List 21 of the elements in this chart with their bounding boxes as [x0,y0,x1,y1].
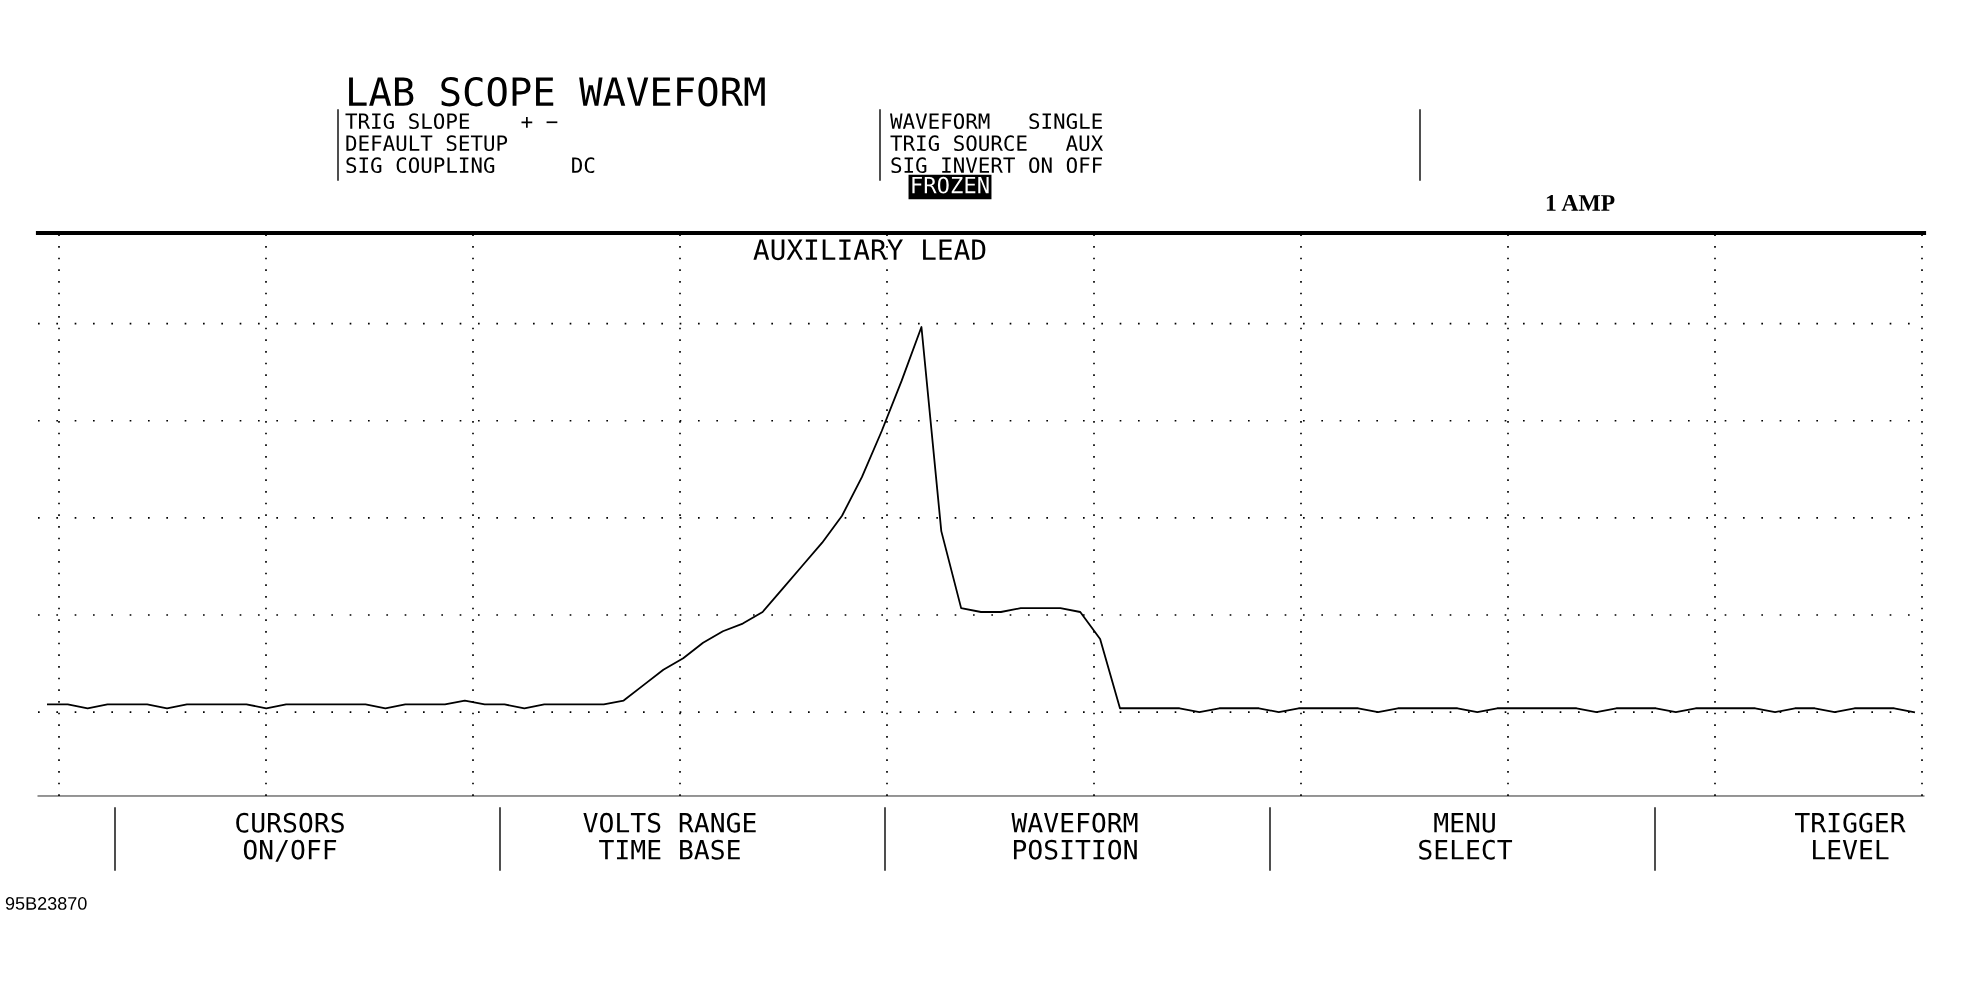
text: LEVEL [1813,840,1889,860]
text: POSITION [1013,839,1137,860]
text: TRIG SLOPE + − [345,113,558,130]
text: TRIGGER [1795,812,1906,833]
text: TRIG SOURCE AUX [890,135,1104,152]
text: SELECT [1419,839,1513,860]
text: AUXILIARY LEAD [753,239,986,261]
text: WAVEFORM SINGLE [890,113,1102,130]
text: TIME BASE [599,839,740,860]
text: 1 AMP [1546,195,1615,211]
text: SIG INVERT ON OFF [891,157,1102,174]
text: CURSORS [236,812,344,833]
text: ON/OFF [243,839,337,862]
text: WAVEFORM [1011,812,1138,833]
text: FROZEN [912,176,989,194]
chart-title: LAB SCOPE WAVEFORM [349,76,765,107]
text: VOLTS RANGE [583,812,756,833]
text: DEFAULT SETUP [346,135,508,152]
text: 95B23870 [5,897,87,910]
text: MENU [1434,813,1495,833]
text: SIG COUPLING DC [346,157,595,174]
